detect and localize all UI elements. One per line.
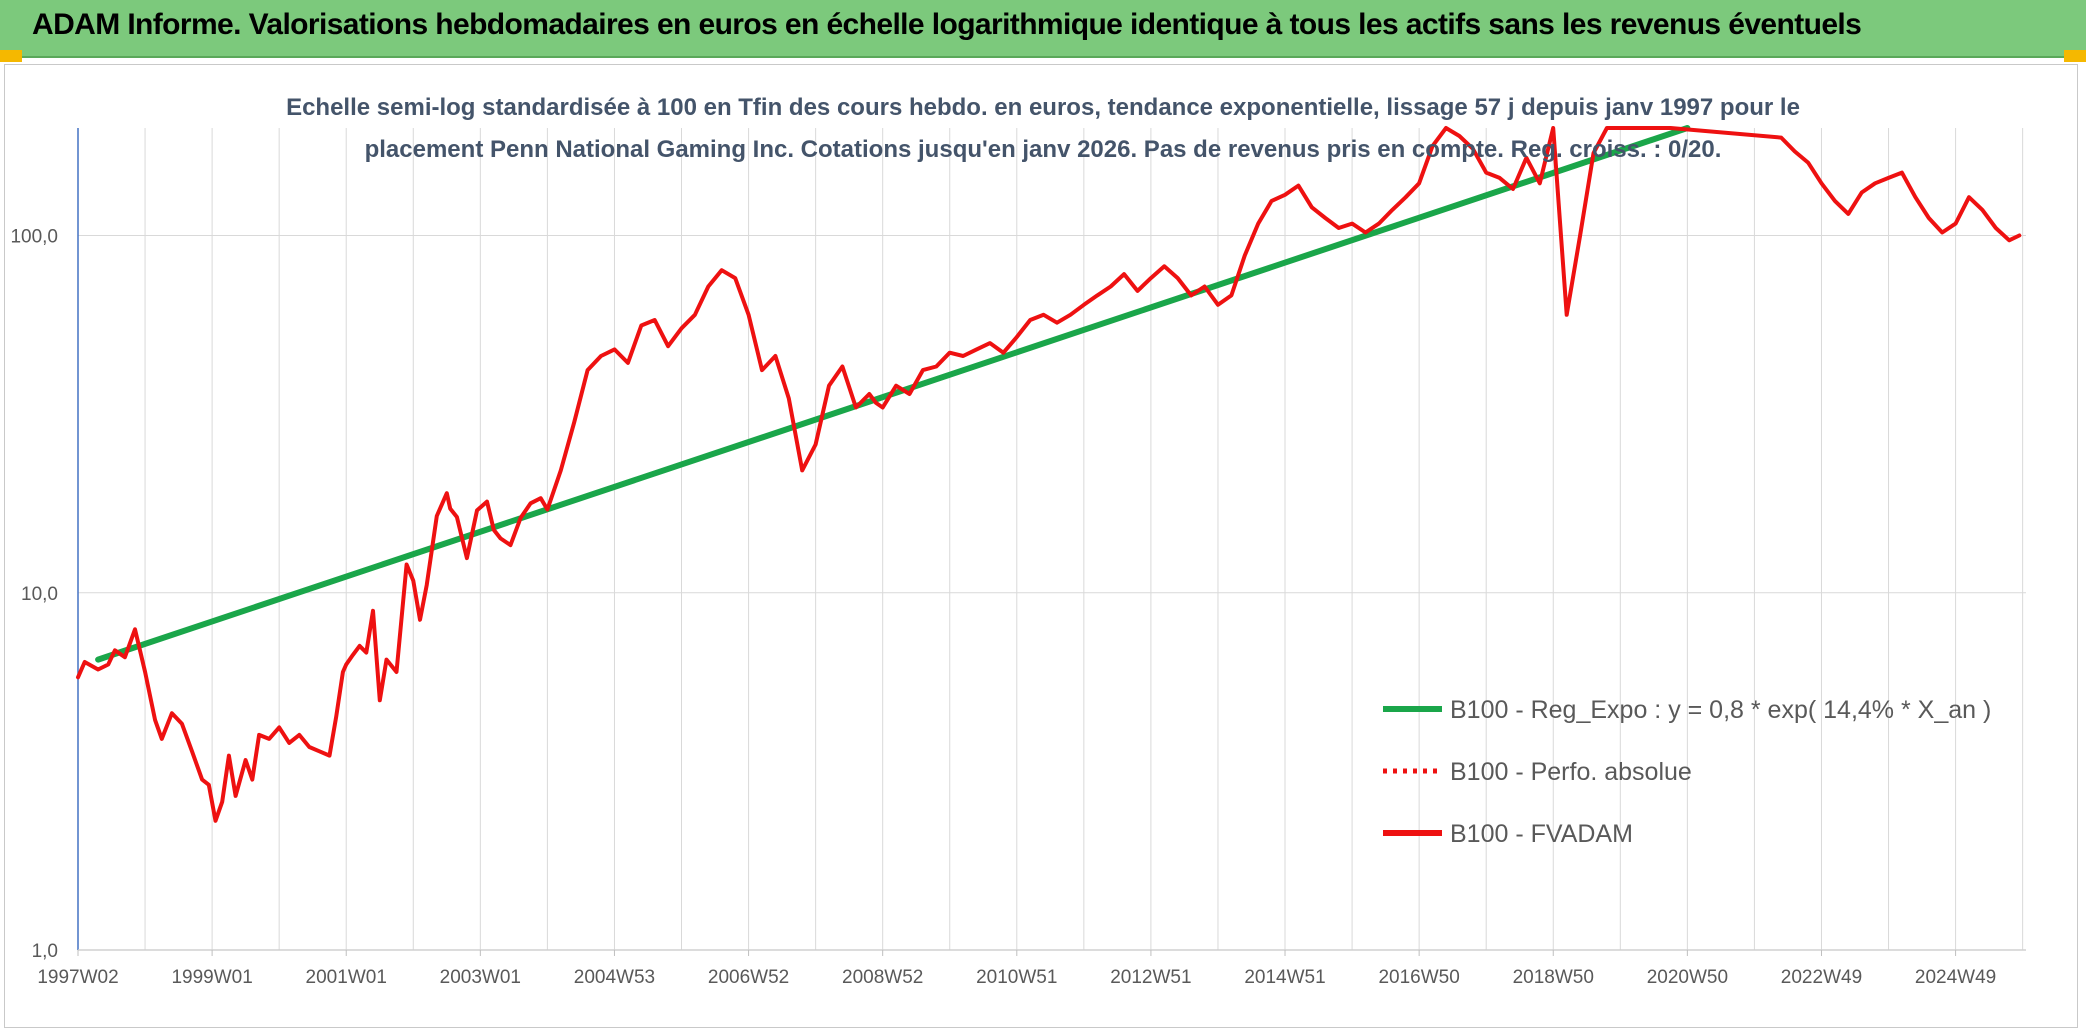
chart-subtitle: Echelle semi-log standardisée à 100 en T… (286, 94, 1800, 163)
chart-subtitle-line-2: placement Penn National Gaming Inc. Cota… (365, 136, 1722, 163)
grid-lines (77, 128, 2026, 951)
y-tick-label: 10,0 (21, 584, 58, 605)
series-line-fvadam (76, 126, 2022, 823)
x-tick-label: 2010W51 (976, 967, 1057, 988)
x-tick-label: 2016W50 (1378, 967, 1459, 988)
x-tick-label: 2024W49 (1915, 967, 1996, 988)
x-tick-label: 2014W51 (1244, 967, 1325, 988)
x-tick-label: 2006W52 (708, 967, 789, 988)
x-tick-label: 2022W49 (1781, 967, 1862, 988)
x-tick-label: 2001W01 (306, 967, 387, 988)
report-header: ADAM Informe. Valorisations hebdomadaire… (0, 0, 2086, 58)
chart-subtitle-line-1: Echelle semi-log standardisée à 100 en T… (286, 94, 1800, 121)
x-tick-label: 2008W52 (842, 967, 923, 988)
series-layer (76, 125, 2022, 823)
corner-accent-left (0, 50, 22, 62)
legend-label-trend: B100 - Reg_Expo : y = 0,8 * exp( 14,4% *… (1450, 696, 1991, 724)
x-tick-label: 1999W01 (171, 967, 252, 988)
corner-accent-right (2064, 50, 2086, 62)
chart-legend: B100 - Reg_Expo : y = 0,8 * exp( 14,4% *… (1383, 696, 1991, 848)
legend-label-perfo: B100 - Perfo. absolue (1450, 758, 1692, 786)
chart-frame (4, 64, 2078, 1028)
y-tick-label: 100,0 (10, 227, 58, 248)
x-tick-label: 2018W50 (1513, 967, 1594, 988)
x-tick-label: 2004W53 (574, 967, 655, 988)
y-tick-label: 1,0 (32, 941, 58, 962)
x-tick-label: 2012W51 (1110, 967, 1191, 988)
report-title: ADAM Informe. Valorisations hebdomadaire… (32, 8, 1862, 41)
legend-label-fvadam: B100 - FVADAM (1450, 820, 1633, 848)
x-tick-label: 2003W01 (440, 967, 521, 988)
x-tick-label: 2020W50 (1647, 967, 1728, 988)
axes: 1,0 10,0 100,0 1997W02 1999W01 2001W01 2003W01… (10, 128, 2026, 988)
x-tick-label: 1997W02 (37, 967, 118, 988)
